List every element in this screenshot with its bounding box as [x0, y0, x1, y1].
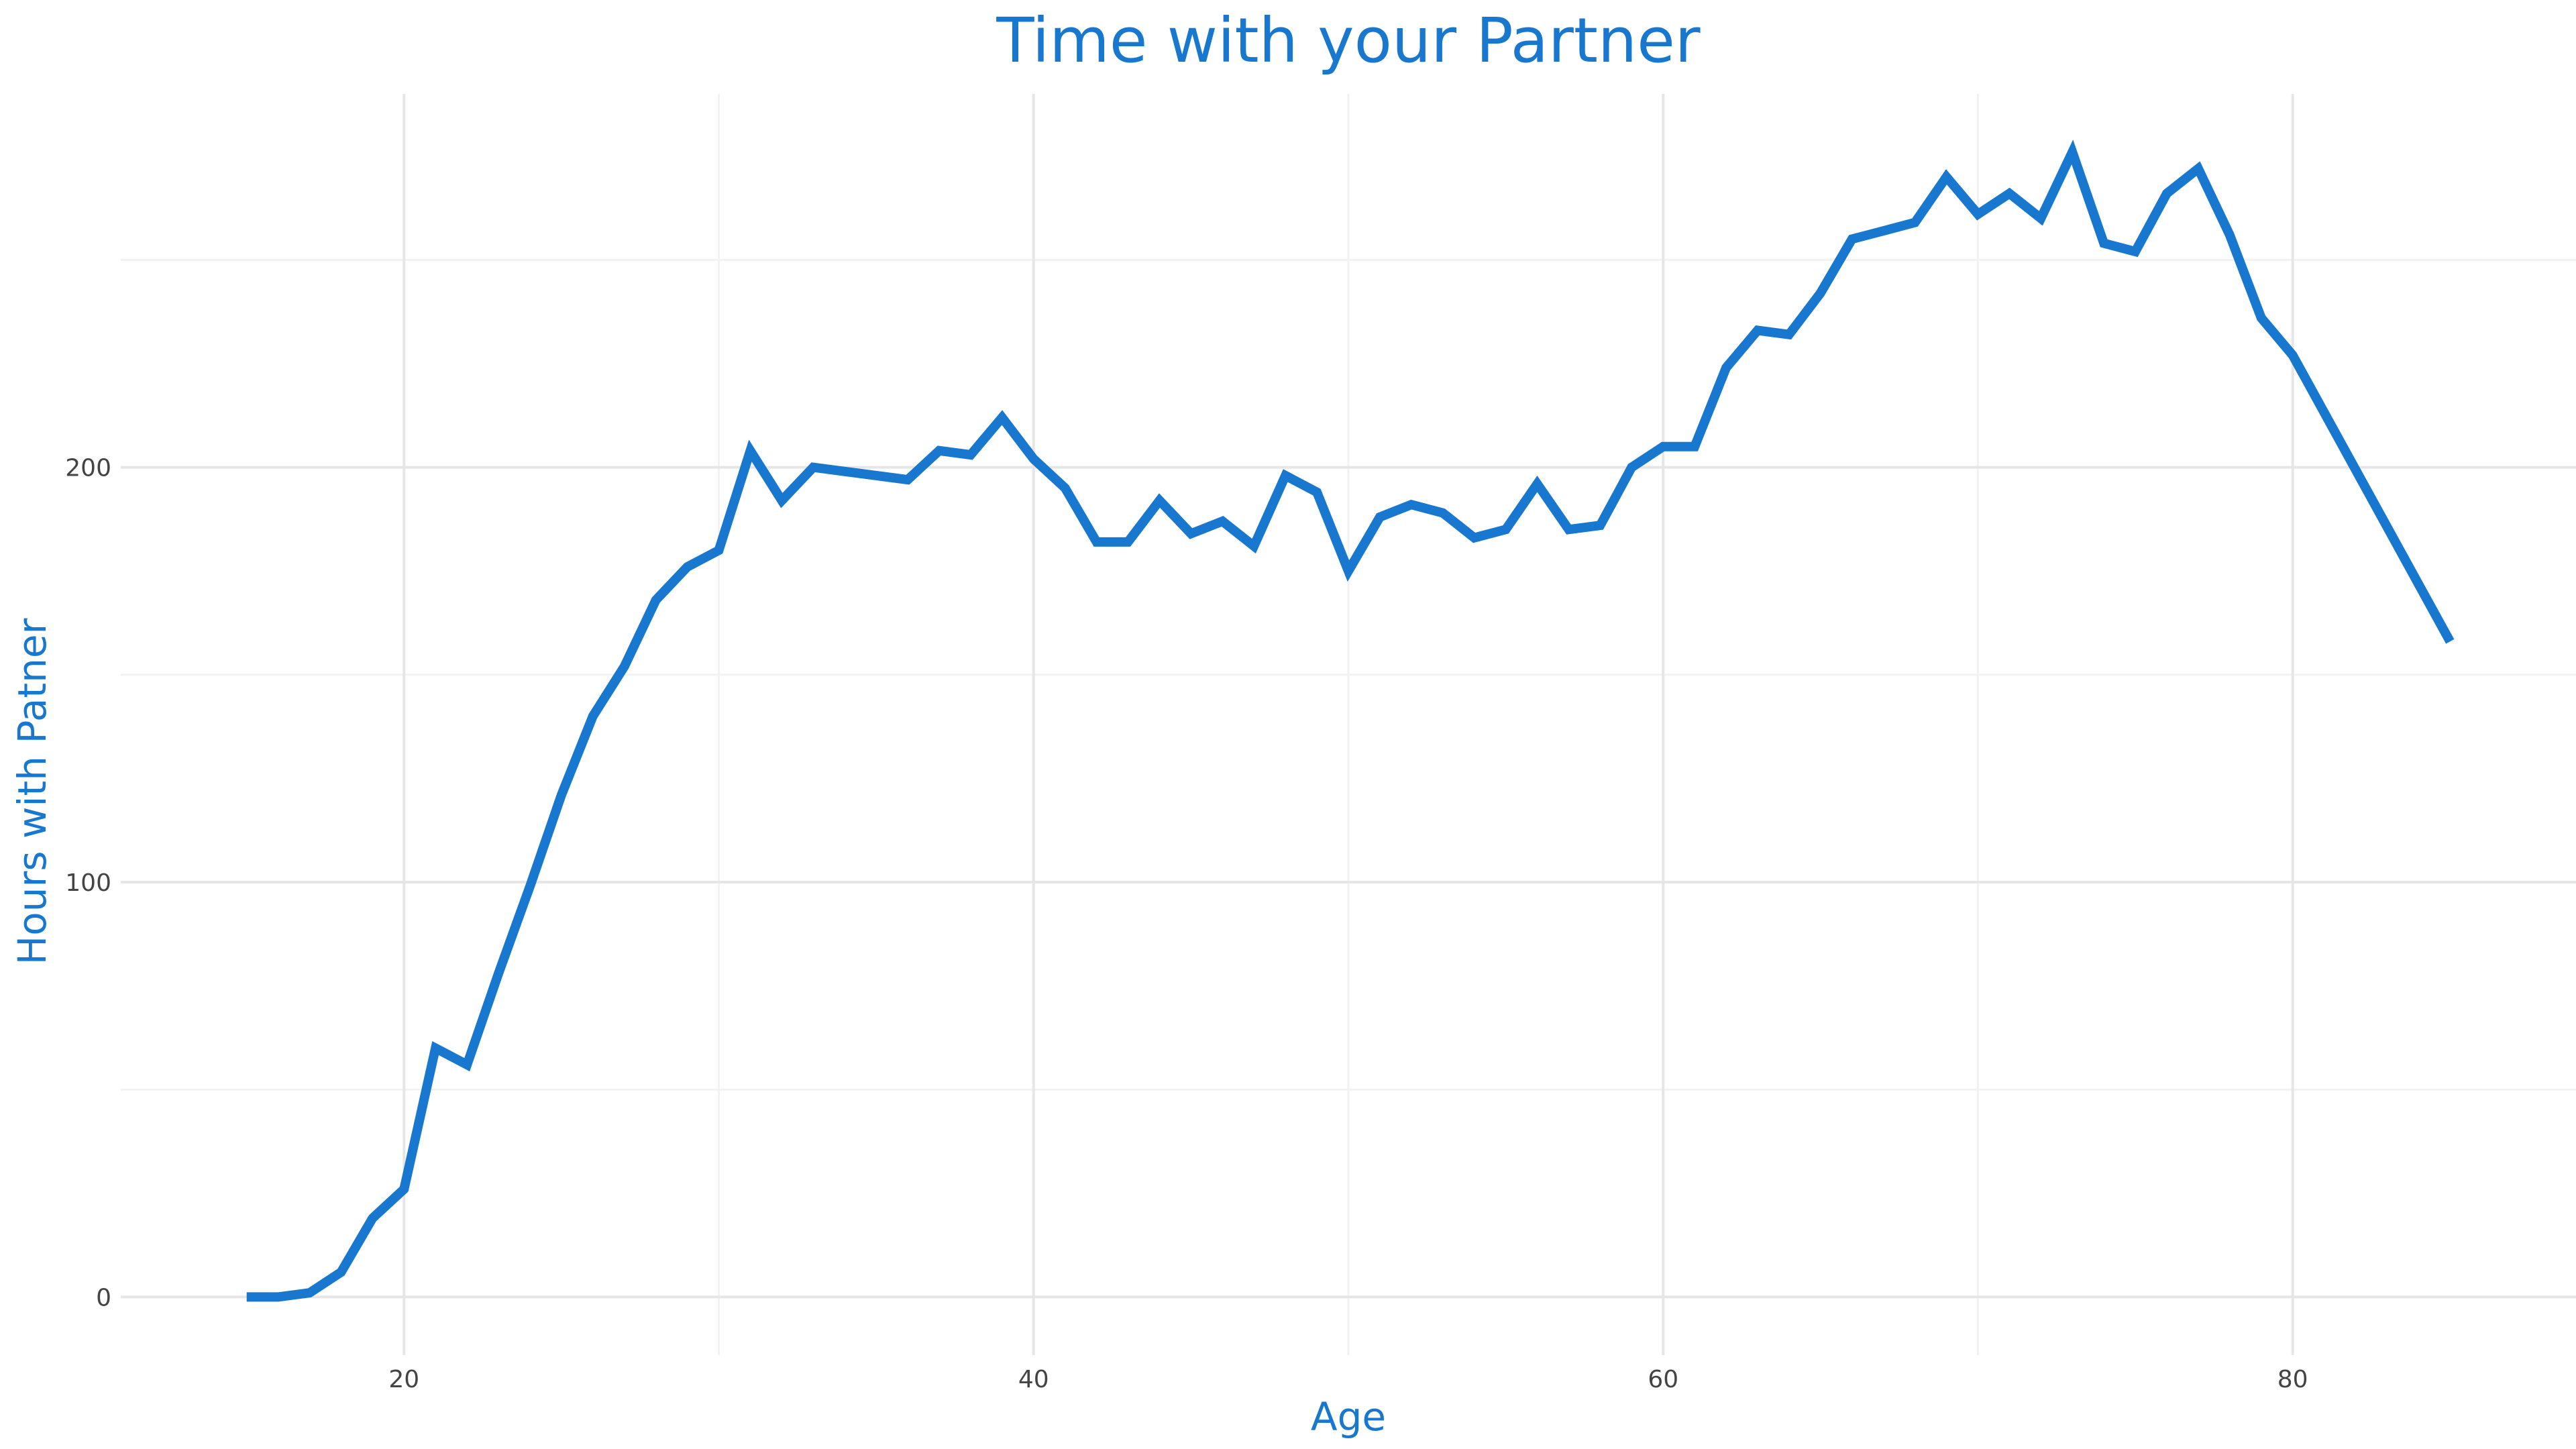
chart-title: Time with your Partner [996, 5, 1700, 76]
grid-lines [121, 94, 2576, 1355]
series-layer [246, 140, 2455, 1302]
y-tick-label: 100 [65, 869, 111, 897]
y-tick-label: 0 [96, 1284, 111, 1311]
y-tick-label: 200 [65, 455, 111, 482]
tick-labels: 20 40 60 80 0 100 200 [65, 455, 2308, 1393]
x-tick-label: 20 [388, 1366, 419, 1393]
y-axis-title: Hours with Patner [9, 618, 55, 965]
x-tick-label: 40 [1018, 1366, 1049, 1393]
x-tick-label: 60 [1648, 1366, 1678, 1393]
x-axis-title: Age [1311, 1394, 1386, 1440]
x-tick-label: 80 [2277, 1366, 2308, 1393]
series-line [246, 140, 2455, 1302]
